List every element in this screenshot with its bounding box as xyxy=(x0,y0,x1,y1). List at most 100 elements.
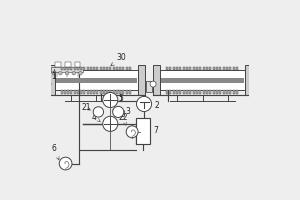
Bar xyxy=(113,90,115,94)
Bar xyxy=(216,90,218,94)
Circle shape xyxy=(103,116,118,131)
Bar xyxy=(126,67,128,70)
Bar xyxy=(80,67,82,70)
Bar xyxy=(206,67,208,70)
Bar xyxy=(83,90,85,94)
Bar xyxy=(64,62,70,67)
Bar xyxy=(166,67,168,70)
Bar xyxy=(103,90,105,94)
Bar xyxy=(193,90,195,94)
Bar xyxy=(113,67,115,70)
Bar xyxy=(51,67,83,72)
Bar xyxy=(56,78,137,83)
Bar xyxy=(153,65,160,95)
Bar xyxy=(166,90,168,94)
Circle shape xyxy=(58,71,62,75)
Bar xyxy=(100,90,102,94)
Bar xyxy=(119,90,121,94)
Bar xyxy=(146,81,152,92)
Bar xyxy=(226,90,228,94)
Circle shape xyxy=(113,106,124,117)
Text: 7: 7 xyxy=(153,126,158,135)
Circle shape xyxy=(126,126,138,138)
Bar xyxy=(209,67,211,70)
Bar xyxy=(67,67,69,70)
Bar xyxy=(122,67,124,70)
Bar xyxy=(74,90,76,94)
Bar xyxy=(169,67,171,70)
Bar xyxy=(236,67,238,70)
Bar xyxy=(179,90,181,94)
Bar xyxy=(226,67,228,70)
Circle shape xyxy=(45,81,51,87)
Bar xyxy=(161,78,244,83)
Bar xyxy=(116,67,118,70)
Text: 2: 2 xyxy=(154,101,159,110)
Bar xyxy=(229,90,231,94)
Bar xyxy=(90,67,92,70)
Bar xyxy=(93,90,95,94)
Bar xyxy=(55,62,61,67)
Bar xyxy=(129,90,131,94)
Circle shape xyxy=(65,71,69,75)
Bar xyxy=(189,90,191,94)
Bar xyxy=(219,67,221,70)
Bar xyxy=(61,67,62,70)
Bar xyxy=(179,67,181,70)
Bar xyxy=(172,90,175,94)
Bar xyxy=(119,67,121,70)
Bar xyxy=(103,67,105,70)
Text: 22: 22 xyxy=(118,113,128,125)
Bar xyxy=(202,90,205,94)
Bar xyxy=(77,90,79,94)
Bar xyxy=(74,62,80,67)
Bar xyxy=(176,67,178,70)
Bar xyxy=(183,67,185,70)
Bar xyxy=(229,67,231,70)
Bar xyxy=(169,90,171,94)
Bar xyxy=(110,67,112,70)
Bar xyxy=(100,67,102,70)
Bar xyxy=(67,90,69,94)
Bar xyxy=(122,90,124,94)
Text: 30: 30 xyxy=(111,53,126,66)
Bar xyxy=(202,67,205,70)
Bar xyxy=(74,67,76,70)
Bar xyxy=(61,90,62,94)
Bar xyxy=(93,67,95,70)
Bar xyxy=(213,90,215,94)
Text: 23: 23 xyxy=(113,110,126,119)
Text: 5: 5 xyxy=(119,94,124,103)
Bar xyxy=(160,70,245,90)
Bar xyxy=(223,90,225,94)
Bar xyxy=(80,90,82,94)
Circle shape xyxy=(136,96,152,112)
Bar xyxy=(209,90,211,94)
Bar xyxy=(106,90,108,94)
Bar xyxy=(233,67,235,70)
Bar xyxy=(83,67,85,70)
Bar xyxy=(233,90,235,94)
Circle shape xyxy=(52,71,56,75)
Bar xyxy=(129,67,131,70)
Bar xyxy=(70,90,72,94)
Bar xyxy=(189,67,191,70)
Bar xyxy=(106,67,108,70)
Bar xyxy=(116,90,118,94)
Bar xyxy=(138,65,145,95)
Bar xyxy=(110,90,112,94)
Bar xyxy=(213,67,215,70)
Bar xyxy=(199,90,201,94)
Bar xyxy=(90,90,92,94)
Bar xyxy=(64,67,66,70)
Bar xyxy=(136,118,150,144)
Bar xyxy=(96,90,98,94)
Bar xyxy=(70,67,72,70)
Text: 6: 6 xyxy=(51,144,59,160)
Bar xyxy=(219,90,221,94)
Bar xyxy=(236,90,238,94)
Bar xyxy=(176,90,178,94)
Circle shape xyxy=(93,107,103,117)
Bar xyxy=(193,67,195,70)
Bar xyxy=(126,90,128,94)
